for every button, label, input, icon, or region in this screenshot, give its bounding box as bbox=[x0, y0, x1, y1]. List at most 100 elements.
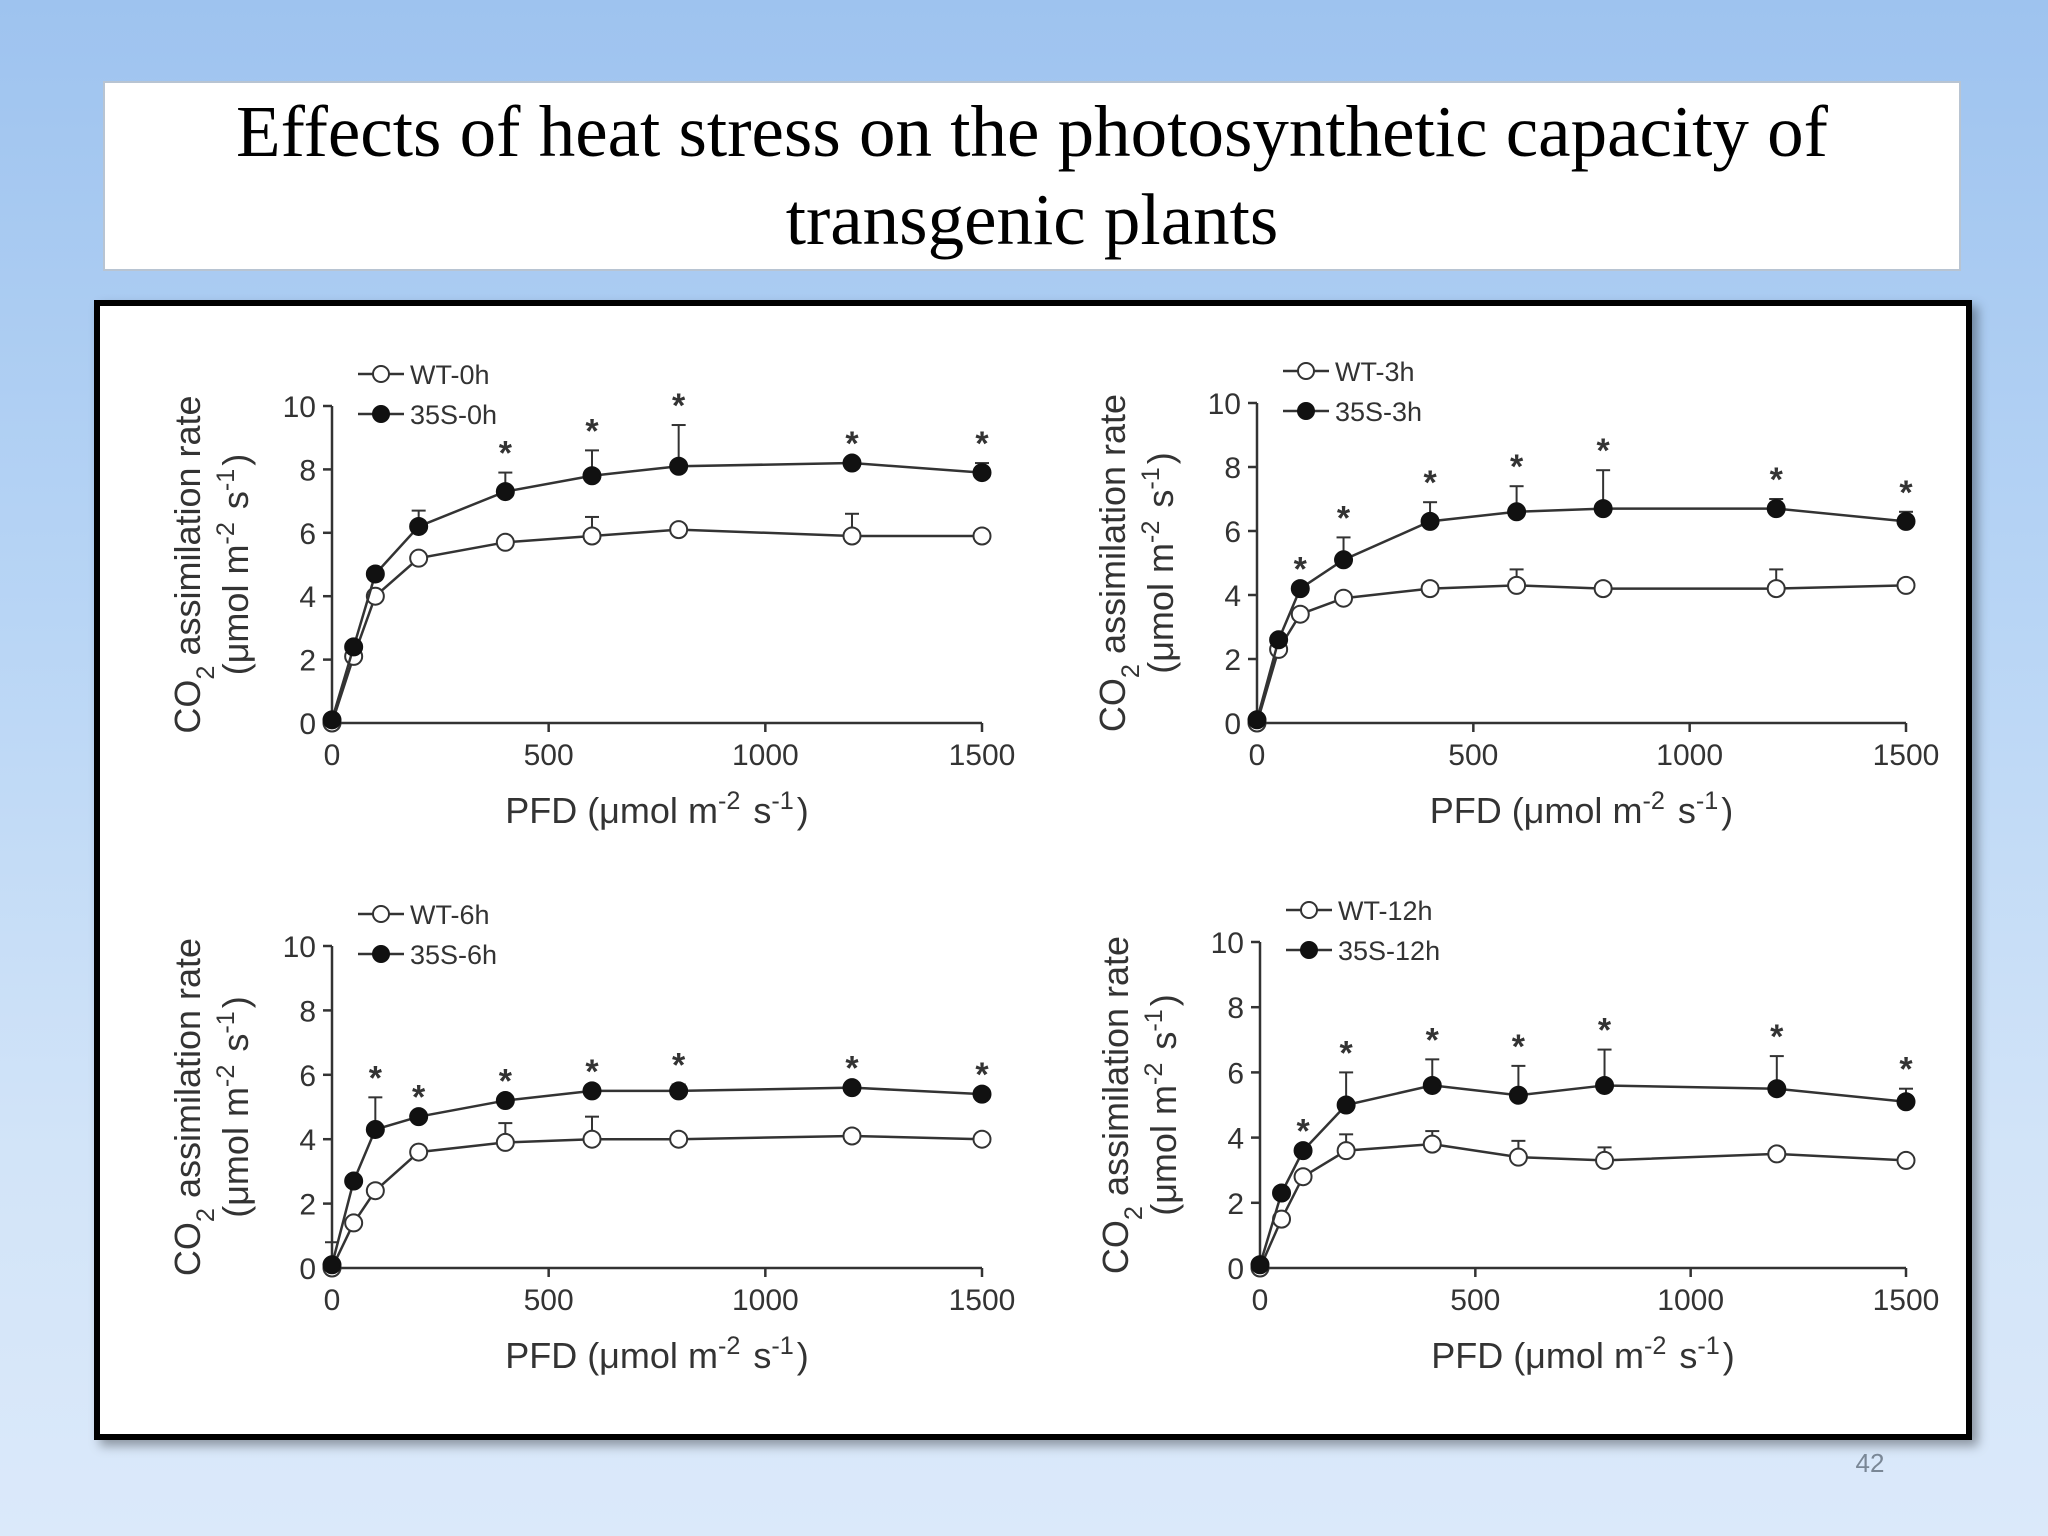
data-point bbox=[409, 1142, 429, 1162]
significance-marker: * bbox=[1294, 551, 1308, 589]
x-axis-label: PFD (μmol m-2 s-1 ) bbox=[1431, 1332, 1735, 1376]
series-line bbox=[330, 1086, 983, 1266]
legend-marker bbox=[1300, 901, 1318, 919]
x-tick-label: 1500 bbox=[949, 1284, 1016, 1317]
legend-label: 35S-0h bbox=[410, 400, 497, 430]
y-tick-label: 0 bbox=[299, 1253, 316, 1286]
significance-marker: * bbox=[1296, 1113, 1310, 1151]
x-tick-label: 1000 bbox=[732, 739, 799, 772]
x-tick-label: 0 bbox=[1249, 739, 1266, 772]
data-point bbox=[1293, 1141, 1313, 1161]
y-tick-label: 8 bbox=[299, 995, 316, 1028]
data-point bbox=[972, 1129, 992, 1149]
data-point bbox=[1767, 1079, 1787, 1099]
data-point bbox=[495, 532, 515, 552]
y-tick-label: 8 bbox=[299, 454, 316, 487]
y-axis-label-units: (μmol m-2 s-1 ) bbox=[212, 996, 256, 1218]
significance-marker: * bbox=[1770, 461, 1784, 499]
data-point bbox=[409, 1107, 429, 1127]
data-point bbox=[365, 564, 385, 584]
data-point bbox=[1247, 710, 1267, 730]
significance-marker: * bbox=[975, 1056, 989, 1094]
significance-marker: * bbox=[672, 387, 686, 425]
x-tick-label: 500 bbox=[1448, 739, 1498, 772]
data-point bbox=[322, 1255, 342, 1275]
data-point bbox=[1336, 1141, 1356, 1161]
significance-marker: * bbox=[585, 412, 599, 450]
y-tick-label: 2 bbox=[299, 645, 316, 678]
data-point bbox=[1422, 1075, 1442, 1095]
chart-panel-4: 0 2 4 6 8 10 0 500 1000 1500 PFD (μmol m-2 s-1 ) CO… bbox=[1095, 896, 1939, 1376]
y-tick-label: 0 bbox=[299, 708, 316, 741]
data-point bbox=[1507, 575, 1527, 595]
data-point bbox=[1507, 502, 1527, 522]
data-point bbox=[1269, 630, 1289, 650]
legend-item: 35S-3h bbox=[1283, 397, 1422, 427]
data-point bbox=[669, 1129, 689, 1149]
y-tick-label: 4 bbox=[299, 1124, 316, 1157]
series-WT-12h bbox=[1250, 1130, 1916, 1278]
significance-marker: * bbox=[1426, 1021, 1440, 1059]
x-axis-label: PFD (μmol m-2 s-1 ) bbox=[505, 787, 809, 831]
y-tick-label: 4 bbox=[1227, 1123, 1244, 1156]
significance-marker: * bbox=[1598, 1012, 1612, 1050]
data-point bbox=[582, 526, 602, 546]
y-tick-label: 0 bbox=[1227, 1253, 1244, 1286]
significance-marker: * bbox=[1340, 1034, 1354, 1072]
legend-marker bbox=[372, 945, 390, 963]
y-tick-label: 4 bbox=[299, 581, 316, 614]
slide-title-line-1: Effects of heat stress on the photosynth… bbox=[236, 91, 1828, 172]
legend-marker bbox=[372, 365, 390, 383]
data-point bbox=[495, 1091, 515, 1111]
legend-label: 35S-3h bbox=[1335, 397, 1422, 427]
y-tick-label: 2 bbox=[1224, 644, 1241, 677]
y-axis-label-units: (μmol m-2 s-1 ) bbox=[1140, 994, 1184, 1216]
data-point bbox=[409, 548, 429, 568]
y-tick-label: 0 bbox=[1224, 708, 1241, 741]
x-tick-label: 0 bbox=[324, 739, 341, 772]
x-tick-label: 1000 bbox=[1657, 1284, 1724, 1317]
x-tick-label: 1500 bbox=[1873, 739, 1940, 772]
data-point bbox=[1420, 579, 1440, 599]
series-WT-0h bbox=[322, 512, 992, 733]
figure-panel: 0 2 4 6 8 10 0 500 1000 1500 PFD (μmol m-2 s-1 ) CO… bbox=[94, 300, 1972, 1440]
y-tick-label: 2 bbox=[1227, 1188, 1244, 1221]
legend-item: WT-12h bbox=[1286, 896, 1433, 926]
y-tick-label: 8 bbox=[1224, 452, 1241, 485]
x-tick-label: 1500 bbox=[949, 739, 1016, 772]
y-tick-label: 6 bbox=[1227, 1057, 1244, 1090]
data-point bbox=[322, 710, 342, 730]
data-point bbox=[409, 516, 429, 536]
legend-label: 35S-12h bbox=[1338, 936, 1440, 966]
y-tick-label: 2 bbox=[299, 1189, 316, 1222]
significance-marker: * bbox=[1423, 464, 1437, 502]
legend-label: WT-3h bbox=[1335, 357, 1415, 387]
data-point bbox=[344, 1213, 364, 1233]
data-point bbox=[1290, 604, 1310, 624]
data-point bbox=[669, 520, 689, 540]
y-axis-label-units: (μmol m-2 s-1 ) bbox=[1137, 452, 1181, 674]
legend-marker bbox=[1297, 402, 1315, 420]
data-point bbox=[1336, 1095, 1356, 1115]
series-line bbox=[1258, 1142, 1907, 1269]
data-point bbox=[669, 456, 689, 476]
data-point bbox=[1334, 588, 1354, 608]
significance-marker: * bbox=[499, 435, 513, 473]
y-axis-label: CO2 assimilation rate bbox=[167, 395, 220, 733]
data-point bbox=[1595, 1150, 1615, 1170]
x-tick-label: 500 bbox=[524, 739, 574, 772]
chart-panel-2: 0 2 4 6 8 10 0 500 1000 1500 PFD (μmol m-2 s-1 ) CO… bbox=[1092, 357, 1939, 831]
data-point bbox=[972, 1084, 992, 1104]
data-point bbox=[842, 453, 862, 473]
legend-item: WT-0h bbox=[358, 360, 490, 390]
significance-marker: * bbox=[369, 1059, 383, 1097]
legend-marker bbox=[372, 405, 390, 423]
data-point bbox=[582, 1081, 602, 1101]
significance-marker: * bbox=[845, 1050, 859, 1088]
x-tick-label: 1000 bbox=[1656, 739, 1723, 772]
data-point bbox=[1508, 1147, 1528, 1167]
data-point bbox=[842, 526, 862, 546]
chart-panel-1: 0 2 4 6 8 10 0 500 1000 1500 PFD (μmol m-2 s-1 ) CO… bbox=[167, 360, 1015, 831]
data-point bbox=[972, 526, 992, 546]
